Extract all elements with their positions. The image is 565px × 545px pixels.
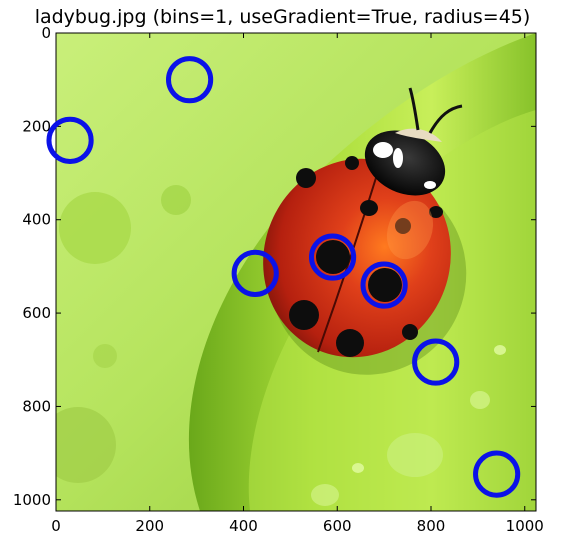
detected-circles (46, 56, 521, 498)
x-tick-label: 1000 (506, 517, 544, 535)
x-tick-label: 400 (229, 517, 258, 535)
y-tick-label: 400 (22, 211, 51, 229)
y-tick-label: 600 (22, 304, 51, 322)
ladybug-on-leaf-photo (56, 33, 536, 511)
y-tick-label: 200 (22, 117, 51, 135)
y-tick-label: 0 (41, 24, 51, 42)
detected-circle (166, 56, 214, 104)
x-tick-label: 600 (323, 517, 352, 535)
detected-circle (412, 338, 460, 386)
detected-circle (46, 116, 94, 164)
x-tick-label: 0 (51, 517, 61, 535)
detected-circle (231, 249, 279, 297)
plot-title: ladybug.jpg (bins=1, useGradient=True, r… (34, 6, 531, 28)
detected-circle (360, 261, 408, 309)
x-tick-label: 200 (135, 517, 164, 535)
y-tick-label: 800 (22, 397, 51, 415)
x-tick-label: 800 (417, 517, 446, 535)
detected-circle (473, 450, 521, 498)
y-tick-label: 1000 (13, 491, 51, 509)
detected-circle (308, 233, 357, 281)
axes-frame (55, 32, 537, 512)
